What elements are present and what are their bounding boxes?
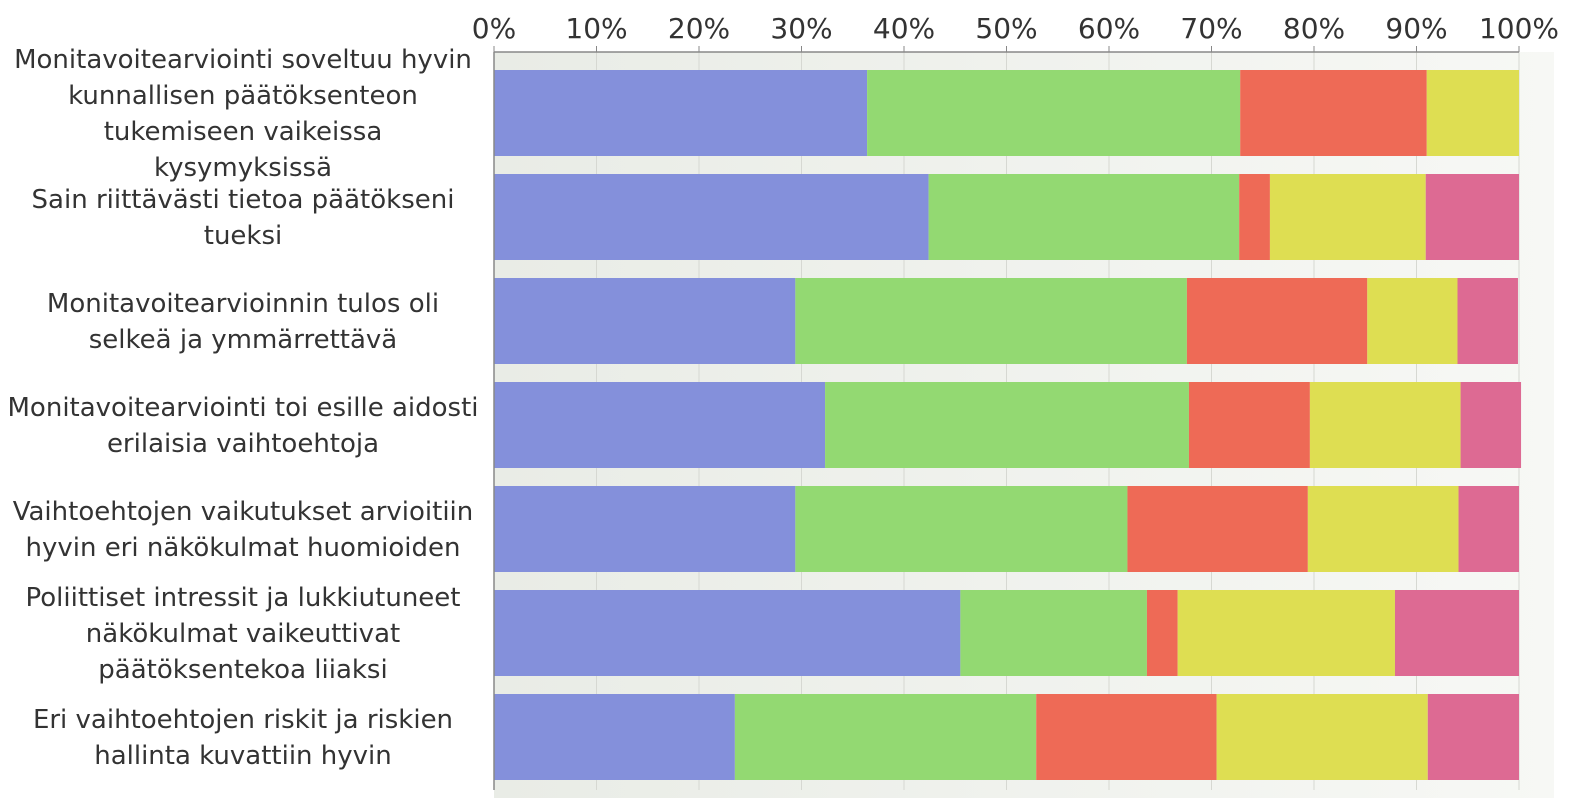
category-label-line: hyvin eri näkökulmat huomioiden (25, 533, 460, 563)
category-label: Vaihtoehtojen vaikutukset arvioitiin hyvi… (13, 497, 474, 563)
bar-segment-s5-c3 (1457, 278, 1518, 364)
category-label-line: Poliittiset intressit ja lukkiutuneet (25, 583, 460, 613)
category-label-line: selkeä ja ymmärrettävä (89, 325, 397, 355)
x-tick-label: 80% (1283, 12, 1345, 45)
bar-segment-s2-c7 (734, 694, 1037, 780)
bar-segment-s5-c2 (1425, 174, 1519, 260)
bar-segment-s3-c5 (1127, 486, 1308, 572)
bar-segment-s5-c5 (1458, 486, 1519, 572)
bar-segment-s1-c4 (494, 382, 826, 468)
bar-segment-s4-c7 (1216, 694, 1428, 780)
category-label-line: tueksi (204, 221, 283, 251)
category-label: Sain riittävästi tietoa päätökseni tueksi (32, 185, 455, 251)
bar-segment-s3-c2 (1239, 174, 1270, 260)
category-labels: Monitavoitearviointi soveltuu hyvin kunna… (8, 45, 479, 771)
category-label-line: kysymyksissä (154, 153, 332, 183)
bar-segment-s1-c5 (494, 486, 796, 572)
category-label-line: kunnallisen päätöksenteon (68, 81, 418, 111)
category-label-line: tukemiseen vaikeissa (104, 117, 383, 147)
bar-segment-s4-c2 (1269, 174, 1426, 260)
category-label: Poliittiset intressit ja lukkiutuneet näk… (25, 583, 460, 685)
x-tick-label: 50% (975, 12, 1037, 45)
category-label-line: Monitavoitearviointi toi esille aidosti (8, 393, 479, 423)
category-label: Monitavoitearviointi soveltuu hyvin kunna… (14, 45, 472, 183)
bar-segment-s2-c4 (825, 382, 1189, 468)
bar-segment-s2-c1 (867, 70, 1241, 156)
category-label-line: erilaisia vaihtoehtoja (107, 429, 379, 459)
category-label-line: Monitavoitearvioinnin tulos oli (47, 289, 439, 319)
bar-segment-s3-c3 (1186, 278, 1368, 364)
bar-segment-s3-c1 (1240, 70, 1427, 156)
category-label-line: Eri vaihtoehtojen riskit ja riskien (33, 705, 453, 735)
category-label-line: Monitavoitearviointi soveltuu hyvin (14, 45, 472, 75)
x-tick-label: 90% (1385, 12, 1447, 45)
category-label: Monitavoitearvioinnin tulos oli selkeä ja… (47, 289, 439, 355)
x-tick-label: 0% (472, 12, 516, 45)
category-label: Monitavoitearviointi toi esille aidosti e… (8, 393, 479, 459)
bar-segment-s1-c7 (494, 694, 735, 780)
bar-segment-s3-c4 (1188, 382, 1310, 468)
x-tick-label: 20% (668, 12, 730, 45)
bar-segment-s1-c3 (494, 278, 796, 364)
category-label-line: Vaihtoehtojen vaikutukset arvioitiin (13, 497, 474, 527)
bar-segment-s1-c1 (494, 70, 868, 156)
bar-segment-s4-c6 (1177, 590, 1395, 676)
bar-segment-s4-c5 (1307, 486, 1459, 572)
category-label-line: hallinta kuvattiin hyvin (94, 741, 392, 771)
x-tick-label: 60% (1078, 12, 1140, 45)
bar-segment-s5-c7 (1427, 694, 1519, 780)
bar-segment-s2-c3 (795, 278, 1187, 364)
bar-segment-s1-c2 (494, 174, 929, 260)
category-label-line: päätöksentekoa liiaksi (98, 655, 387, 685)
bar-series (494, 70, 1522, 780)
x-tick-label: 40% (873, 12, 935, 45)
category-label-line: näkökulmat vaikeuttivat (86, 619, 400, 649)
x-tick-label: 10% (565, 12, 627, 45)
x-tick-label: 30% (770, 12, 832, 45)
axes: 0% 10% 20% 30% 40% 50% 60% 70% 80% 90% 100% (472, 12, 1559, 790)
x-tick-label: 100% (1479, 12, 1559, 45)
bar-segment-s2-c6 (960, 590, 1147, 676)
bar-segment-s5-c6 (1394, 590, 1519, 676)
category-label: Eri vaihtoehtojen riskit ja riskien halli… (33, 705, 453, 771)
bar-segment-s2-c5 (795, 486, 1128, 572)
bar-segment-s3-c6 (1146, 590, 1178, 676)
bar-segment-s4-c1 (1426, 70, 1519, 156)
bar-segment-s4-c4 (1309, 382, 1461, 468)
category-label-line: Sain riittävästi tietoa päätökseni (32, 185, 455, 215)
bar-segment-s5-c4 (1460, 382, 1522, 468)
bar-segment-s4-c3 (1367, 278, 1458, 364)
x-tick-label: 70% (1180, 12, 1242, 45)
bar-segment-s1-c6 (494, 590, 961, 676)
bar-segment-s3-c7 (1036, 694, 1217, 780)
bar-segment-s2-c2 (928, 174, 1240, 260)
